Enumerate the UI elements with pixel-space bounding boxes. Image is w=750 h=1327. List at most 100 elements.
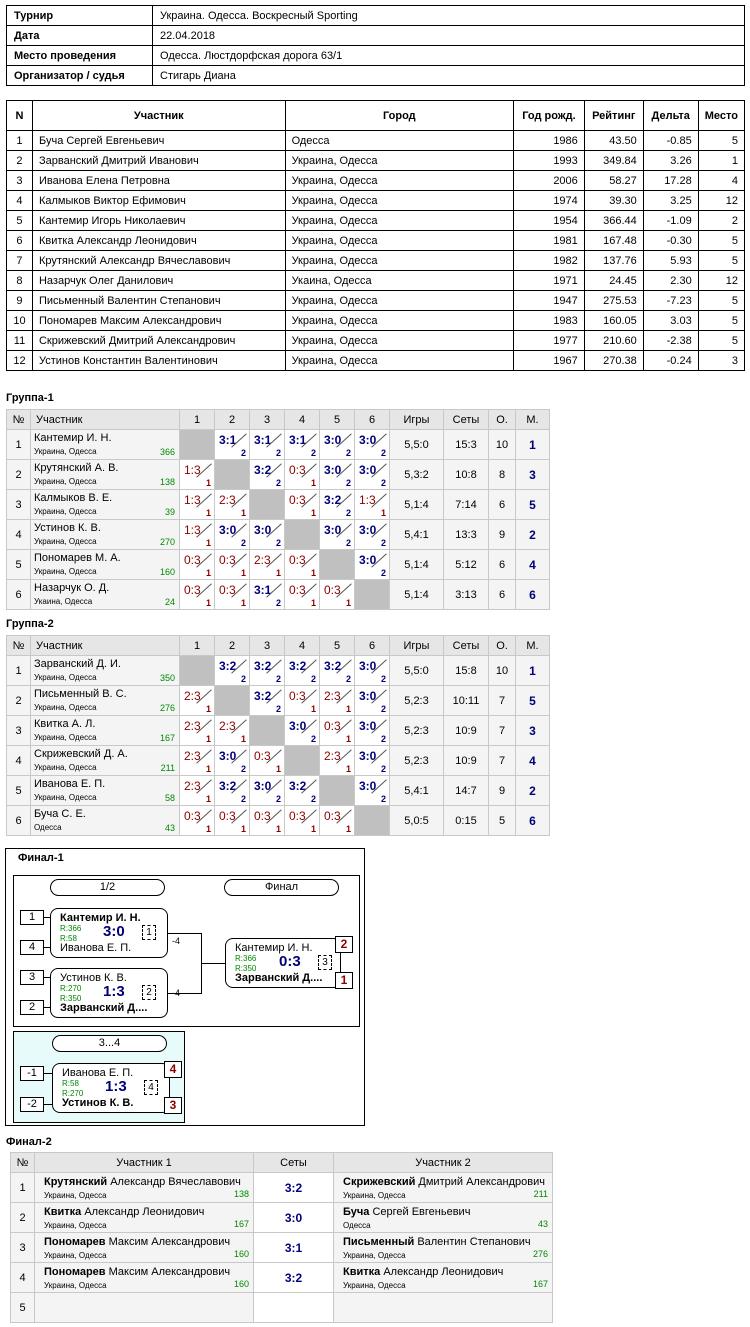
match-result-cell[interactable]: 3:2 2 [284,775,320,806]
match-result-cell[interactable]: 3:0 2 [354,459,390,490]
participant-row[interactable]: 9 Письменный Валентин Степанович Украина, … [6,290,746,311]
match-result-cell[interactable]: 3:2 2 [319,489,355,520]
final2-row[interactable]: 5 [10,1292,553,1323]
participant-row[interactable]: 7 Крутянский Александр Вячеславович Украин… [6,250,746,271]
match-result-cell[interactable]: 2:3 1 [179,715,215,746]
match-result-cell[interactable]: 3:2 2 [214,775,250,806]
participant-row[interactable]: 6 Квитка Александр Леонидович Украина, Оде… [6,230,746,251]
match-result-cell[interactable]: 3:1 2 [284,429,320,460]
match-result-cell[interactable]: 2:3 1 [179,775,215,806]
match-result-cell[interactable]: 0:3 1 [214,579,250,610]
match-result-cell[interactable]: 3:0 2 [354,655,390,686]
group-row[interactable]: 6 Буча С. Е. Одесса 43 0:3 1 0:3 1 0:3 1 0:3 1 0:3 1 5… [6,805,550,836]
match-result-cell[interactable]: 3:0 2 [319,429,355,460]
participant-row[interactable]: 4 Калмыков Виктор Ефимович Украина, Одесса… [6,190,746,211]
group-row[interactable]: 1 Кантемир И. Н. Украина, Одесса 366 3:1 2 3:1… [6,429,550,460]
match-result-cell[interactable]: 1:3 1 [179,489,215,520]
match-result-cell[interactable]: 3:1 2 [249,429,285,460]
loser-note: -4 [172,936,181,946]
final2-row[interactable]: 1 Крутянский Александр Вячеславович Украин… [10,1172,553,1203]
match-result-cell[interactable]: 1:3 1 [354,489,390,520]
match-result-cell[interactable]: 0:3 1 [179,579,215,610]
match-result-cell[interactable]: 0:3 1 [319,805,355,836]
participant-row[interactable]: 11 Скрижевский Дмитрий Александрович Украи… [6,330,746,351]
match-result-cell[interactable]: 2:3 1 [249,549,285,580]
match-result-cell[interactable]: 3:0 2 [354,429,390,460]
match-result-cell[interactable]: 0:3 1 [284,579,320,610]
match-score: 3:0 [254,779,272,793]
match-result-cell[interactable]: 3:0 2 [354,745,390,776]
group-row[interactable]: 3 Квитка А. Л. Украина, Одесса 167 2:3 1 2:3 1 3… [6,715,550,746]
participant-row[interactable]: 10 Пономарев Максим Александрович Украина,… [6,310,746,331]
match-result-cell[interactable]: 3:2 2 [249,459,285,490]
match-result-cell[interactable]: 2:3 1 [214,489,250,520]
match-result-cell[interactable]: 3:0 2 [354,549,390,580]
match-result-cell[interactable]: 3:2 2 [284,655,320,686]
match-result-cell[interactable]: 3:0 2 [214,519,250,550]
match-result-cell[interactable]: 3:2 2 [249,655,285,686]
match-result-cell[interactable]: 0:3 1 [284,685,320,716]
match-result-cell[interactable]: 0:3 1 [214,549,250,580]
match-result-cell[interactable]: 0:3 1 [284,459,320,490]
match-result-cell[interactable]: 3:0 2 [354,775,390,806]
match-result-cell[interactable]: 3:0 2 [354,685,390,716]
participant-row[interactable]: 8 Назарчук Олег Данилович Укаина, Одесса 19… [6,270,746,291]
match-result-cell[interactable]: 3:2 2 [319,655,355,686]
match-final[interactable]: Кантемир И. Н. R:366 R:350 0:3 3 Зарванс… [225,938,341,988]
match-result-cell[interactable]: 2:3 1 [179,685,215,716]
match-result-cell[interactable]: 0:3 1 [284,489,320,520]
match-result-cell[interactable]: 3:0 2 [354,519,390,550]
group-row[interactable]: 3 Калмыков В. Е. Украина, Одесса 39 1:3 1 2:3 1… [6,489,550,520]
match-result-cell[interactable]: 2:3 1 [319,745,355,776]
match-result-cell[interactable]: 3:1 2 [249,579,285,610]
match-result-cell[interactable]: 3:0 2 [249,519,285,550]
group-col-header: № [6,635,31,656]
group-row[interactable]: 4 Устинов К. В. Украина, Одесса 270 1:3 1 3:0 2… [6,519,550,550]
player-city: Украина, Одесса [34,733,97,742]
group-row[interactable]: 5 Пономарев М. А. Украина, Одесса 160 0:3 1 0:… [6,549,550,580]
group-row[interactable]: 6 Назарчук О. Д. Укаина, Одесса 24 0:3 1 0:3 1 3… [6,579,550,610]
participant-row[interactable]: 1 Буча Сергей Евгеньевич Одесса 1986 43.50 -0… [6,130,746,151]
group-row[interactable]: 2 Крутянский А. В. Украина, Одесса 138 1:3 1 3… [6,459,550,490]
match-result-cell[interactable]: 1:3 1 [179,459,215,490]
match-result-cell[interactable]: 2:3 1 [179,745,215,776]
group-row[interactable]: 5 Иванова Е. П. Украина, Одесса 58 2:3 1 3:2 2 3… [6,775,550,806]
match-result-cell[interactable]: 0:3 1 [284,549,320,580]
participant-row[interactable]: 2 Зарванский Дмитрий Иванович Украина, Оде… [6,150,746,171]
player-rating: 24 [164,597,175,607]
match-result-cell[interactable]: 3:0 2 [284,715,320,746]
final2-row[interactable]: 2 Квитка Александр Леонидович Украина, Оде… [10,1202,553,1233]
match-result-cell[interactable]: 3:2 2 [249,685,285,716]
match-result-cell[interactable]: 3:2 2 [214,655,250,686]
group-row[interactable]: 1 Зарванский Д. И. Украина, Одесса 350 3:2 2 3… [6,655,550,686]
match-result-cell[interactable]: 0:3 1 [179,805,215,836]
match-result-cell[interactable]: 0:3 1 [319,579,355,610]
match-third-place[interactable]: Иванова Е. П. R:58 R:270 1:3 4 Устинов К… [52,1063,170,1113]
match-result-cell[interactable]: 3:0 2 [319,519,355,550]
participant-row[interactable]: 5 Кантемир Игорь Николаевич Украина, Одесс… [6,210,746,231]
group-row[interactable]: 2 Письменный В. С. Украина, Одесса 276 2:3 1 3… [6,685,550,716]
match-result-cell[interactable]: 0:3 1 [179,549,215,580]
match-result-cell[interactable]: 3:0 2 [214,745,250,776]
match-result-cell[interactable]: 0:3 1 [249,805,285,836]
match-semifinal-2[interactable]: Устинов К. В. R:270 R:350 1:3 2 Зарванск… [50,968,168,1018]
participant-row[interactable]: 12 Устинов Константин Валентинович Украина… [6,350,746,371]
player1-cell [34,1292,254,1323]
match-result-cell[interactable]: 2:3 1 [319,685,355,716]
match-result-cell[interactable]: 2:3 1 [214,715,250,746]
match-result-cell[interactable]: 3:1 2 [214,429,250,460]
match-result-cell[interactable]: 3:0 2 [319,459,355,490]
match-score: 3:1 [254,583,272,597]
match-result-cell[interactable]: 0:3 1 [319,715,355,746]
participant-row[interactable]: 3 Иванова Елена Петровна Украина, Одесса 20… [6,170,746,191]
match-semifinal-1[interactable]: Кантемир И. Н. R:366 R:58 3:0 1 Иванова … [50,908,168,958]
match-result-cell[interactable]: 3:0 2 [354,715,390,746]
match-result-cell[interactable]: 0:3 1 [249,745,285,776]
match-result-cell[interactable]: 0:3 1 [284,805,320,836]
match-result-cell[interactable]: 0:3 1 [214,805,250,836]
match-result-cell[interactable]: 1:3 1 [179,519,215,550]
group-row[interactable]: 4 Скрижевский Д. А. Украина, Одесса 211 2:3 1… [6,745,550,776]
final2-row[interactable]: 3 Пономарев Максим Александрович Украина, … [10,1232,553,1263]
match-result-cell[interactable]: 3:0 2 [249,775,285,806]
final2-row[interactable]: 4 Пономарев Максим Александрович Украина, … [10,1262,553,1293]
